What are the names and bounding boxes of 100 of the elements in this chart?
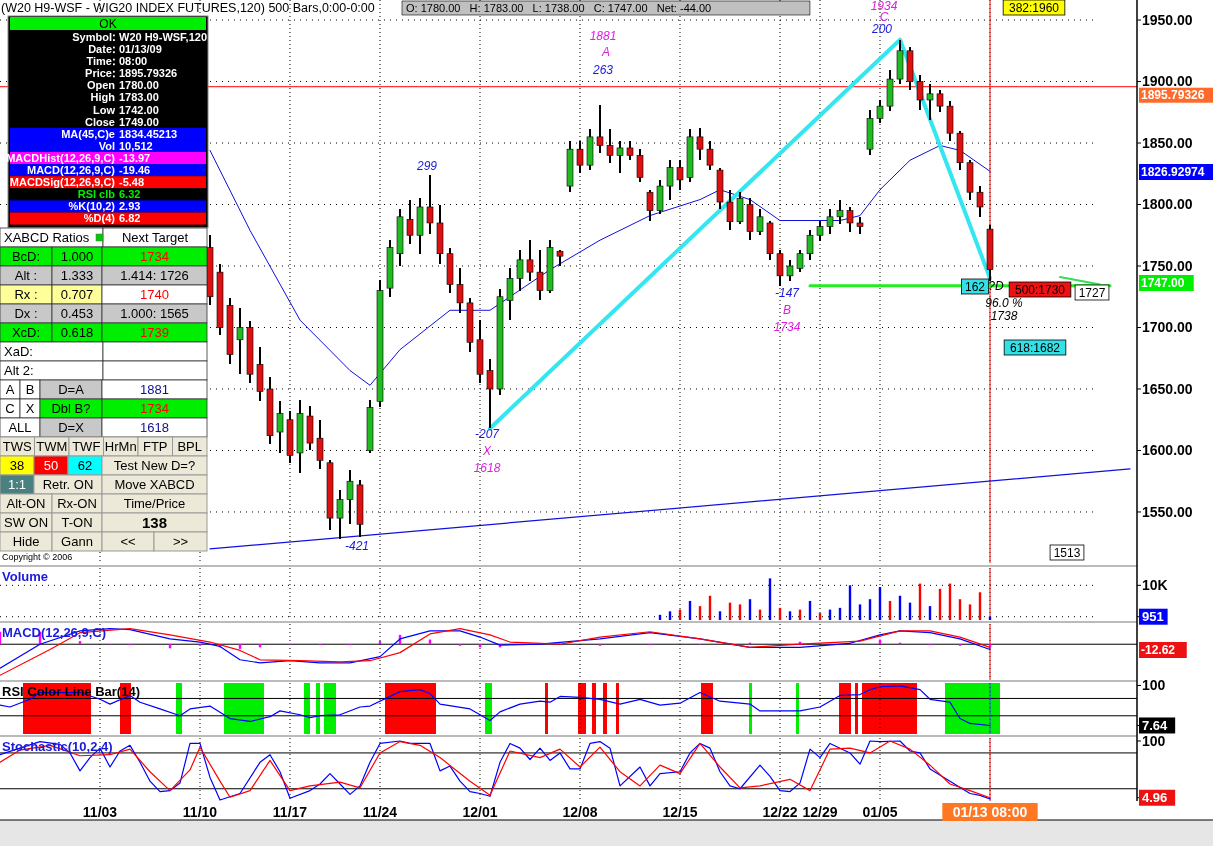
text: 1.333 xyxy=(60,268,94,284)
y-tick-label: 1550.00 xyxy=(1142,503,1193,520)
annotation: 162 xyxy=(964,280,986,295)
text: 1834.45213 xyxy=(119,127,178,140)
text: FTP xyxy=(142,439,168,455)
text: Rx-ON xyxy=(57,496,97,512)
x-tick-label: 12/01 xyxy=(462,803,498,820)
x-tick-label: 12/08 xyxy=(562,803,598,820)
text: 0.707 xyxy=(60,287,94,303)
text: Retr. ON xyxy=(42,477,94,493)
text: Next Target xyxy=(121,230,189,246)
text: 1.000: 1565 xyxy=(120,306,189,322)
y-tick-label: 1750.00 xyxy=(1142,257,1193,274)
text: Test New D=? xyxy=(113,458,196,474)
category-label: Price xyxy=(85,67,112,80)
annotation: 382:1960 xyxy=(1008,1,1060,16)
text: 1783.00 xyxy=(119,91,159,104)
text: -5.48 xyxy=(119,176,145,189)
text: 50 xyxy=(43,458,59,474)
text: 1826.92974 xyxy=(1141,165,1205,180)
annotation: B xyxy=(782,303,792,318)
text: T-ON xyxy=(61,515,93,531)
text: Time/Price xyxy=(123,496,186,512)
annotation: C xyxy=(879,10,889,25)
text: D=A xyxy=(58,382,84,398)
ref-line-label: 1895.79326 xyxy=(1141,88,1205,103)
text: 1618 xyxy=(140,420,169,436)
text: -12.62 xyxy=(1141,643,1176,658)
y-tick-label: 1650.00 xyxy=(1142,380,1193,397)
annotation: 96.0 % xyxy=(985,296,1024,311)
category-label: Symbol xyxy=(72,30,112,43)
text: 6.82 xyxy=(119,212,141,225)
text: TWF xyxy=(72,439,101,455)
text: Rx : xyxy=(14,287,38,303)
text: XABCD Ratios xyxy=(4,230,90,246)
text: 10,512 xyxy=(119,139,153,152)
category-label: %D(4) xyxy=(83,212,116,225)
text: 0.453 xyxy=(60,306,94,322)
x-tick-label: 12/22 xyxy=(762,803,798,820)
y-tick-label: 1950.00 xyxy=(1142,11,1193,28)
text: C xyxy=(5,401,15,417)
annotation: X xyxy=(481,444,492,459)
text: BPL xyxy=(177,439,203,455)
y-tick-label: 1800.00 xyxy=(1142,196,1193,213)
text: X xyxy=(25,401,35,417)
y-tick-label: 1850.00 xyxy=(1142,134,1193,151)
text: 08:00 xyxy=(119,55,148,68)
text: BcD: xyxy=(11,249,41,265)
x-tick-label: 11/24 xyxy=(362,803,398,820)
category-label: Date xyxy=(88,43,112,55)
text: 1.000 xyxy=(60,249,94,265)
category-label: MA(45,C)e xyxy=(61,127,115,140)
text: 1.414: 1726 xyxy=(120,268,189,284)
chart-title: (W20 H9-WSF - WIG20 INDEX FUTURES,120) 500 Bars,0:00-0:00 xyxy=(1,1,375,15)
annotation: 1734 xyxy=(773,320,801,335)
annotation: 1738 xyxy=(990,309,1018,324)
text: 1747.00 xyxy=(1141,276,1185,291)
annotation: 200 xyxy=(870,22,893,37)
text: 1780.00 xyxy=(119,79,159,92)
y-tick-label: 951 xyxy=(1142,609,1164,625)
annotation: Copyright © 2006 xyxy=(2,552,73,562)
category-label: Vol xyxy=(98,139,115,152)
text: Dbl B? xyxy=(51,401,91,417)
text: SW ON xyxy=(3,515,49,531)
annotation: 618:1682 xyxy=(1009,341,1061,356)
text: 62 xyxy=(77,458,93,474)
text: 38 xyxy=(9,458,25,474)
text: W20 H9-WSF,120 xyxy=(119,30,208,43)
annotation: 299 xyxy=(415,159,438,174)
x-tick-label: 11/17 xyxy=(272,803,308,820)
text: >> xyxy=(172,534,189,550)
category-label: Low xyxy=(93,103,116,116)
text: 1749.00 xyxy=(119,115,159,128)
text: OK xyxy=(99,17,117,32)
text: 1739 xyxy=(140,325,169,341)
text: ALL xyxy=(8,420,32,436)
x-tick-label: 01/13 08:00 xyxy=(952,803,1028,820)
text: Move XABCD xyxy=(114,477,195,493)
y-tick-label: 7.64 xyxy=(1142,718,1169,734)
text: -19.46 xyxy=(119,164,151,176)
annotation: -207 xyxy=(474,427,501,442)
text: Gann xyxy=(61,534,93,550)
annotation: 263 xyxy=(591,63,614,78)
annotation: 1727 xyxy=(1078,286,1106,301)
y-tick-label: 4.96 xyxy=(1142,790,1168,806)
text: 1895.79326 xyxy=(119,67,178,80)
text: 1734 xyxy=(140,401,169,417)
x-tick-label: 11/10 xyxy=(182,803,218,820)
category-label: Open xyxy=(86,79,116,92)
text: << xyxy=(120,534,136,550)
annotation: 1881 xyxy=(589,29,617,44)
text: Alt : xyxy=(14,268,38,284)
y-tick-label: 1700.00 xyxy=(1142,319,1193,336)
annotation: -421 xyxy=(344,539,370,554)
x-tick-label: 11/03 xyxy=(82,803,118,820)
text: Hide xyxy=(12,534,40,550)
text: 1740 xyxy=(140,287,169,303)
y-tick-label: 1600.00 xyxy=(1142,442,1193,459)
annotation: -147 xyxy=(774,286,801,301)
x-tick-label: 12/29 xyxy=(802,803,838,820)
